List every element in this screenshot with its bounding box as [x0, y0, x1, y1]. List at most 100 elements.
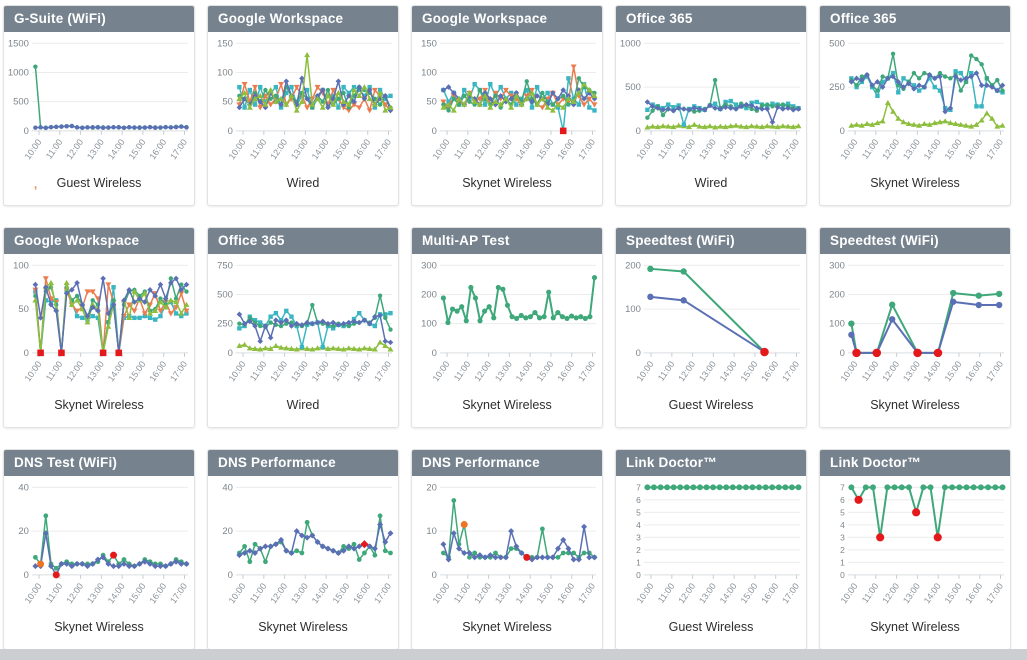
chart-panel[interactable]: Office 365 0 500 1000 10:00 11:00 12:00 13:00 1… [615, 5, 807, 206]
caption-row: Skynet Wireless [4, 398, 194, 412]
chart-panel[interactable]: DNS Performance 0 10 20 10:00 11:00 12:00 13:0… [411, 449, 603, 650]
panel-header[interactable]: Multi-AP Test [412, 228, 602, 254]
svg-text:16:00: 16:00 [351, 359, 372, 383]
svg-text:12:00: 12:00 [472, 137, 493, 161]
svg-text:0: 0 [228, 126, 233, 137]
panel-title: Google Workspace [422, 11, 548, 26]
chart-panel[interactable]: Speedtest (WiFi) 0 100 200 10:00 11:00 12:00 1… [615, 227, 807, 428]
line-chart[interactable]: 0 250 500 750 10:00 11:00 12:00 13:00 14:00 15:00… [208, 257, 398, 397]
svg-text:13:00: 13:00 [697, 359, 718, 383]
panel-header[interactable]: Link Doctor™ [820, 450, 1010, 476]
svg-text:500: 500 [625, 82, 641, 93]
svg-text:10:00: 10:00 [635, 137, 656, 161]
svg-text:13:00: 13:00 [493, 359, 514, 383]
svg-text:1000: 1000 [620, 38, 641, 49]
svg-text:17:00: 17:00 [984, 137, 1005, 161]
chart-panel[interactable]: Google Workspace 0 50 100 150 10:00 11:00 12:0… [207, 5, 399, 206]
chart-caption: Wired [694, 176, 728, 190]
line-chart[interactable]: 0 500 1000 10:00 11:00 12:00 13:00 14:00 15:00 16… [616, 35, 806, 175]
line-chart[interactable]: 0 250 500 10:00 11:00 12:00 13:00 14:00 15:00 16:… [820, 35, 1010, 175]
line-chart[interactable]: 0 100 200 300 10:00 11:00 12:00 13:00 14:00 15:00… [412, 257, 602, 397]
panel-header[interactable]: Google Workspace [208, 6, 398, 32]
svg-text:2: 2 [636, 545, 641, 555]
svg-text:13:00: 13:00 [85, 137, 106, 161]
chart-caption: Skynet Wireless [870, 176, 960, 190]
line-chart[interactable]: 0 100 200 300 10:00 11:00 12:00 13:00 14:00 15:00… [820, 257, 1010, 397]
chart-panel[interactable]: G-Suite (WiFi) 0 500 1000 1500 10:00 11:00 12:… [3, 5, 195, 206]
line-chart[interactable]: 0 20 40 10:00 11:00 12:00 13:00 14:00 15:00 16:00… [208, 479, 398, 619]
svg-text:16:00: 16:00 [147, 581, 168, 605]
panel-header[interactable]: Office 365 [208, 228, 398, 254]
svg-text:16:00: 16:00 [555, 581, 576, 605]
panel-header[interactable]: DNS Performance [412, 450, 602, 476]
svg-text:13:00: 13:00 [493, 581, 514, 605]
svg-text:12:00: 12:00 [268, 359, 289, 383]
panel-header[interactable]: Link Doctor™ [616, 450, 806, 476]
caption-row: Skynet Wireless [208, 620, 398, 634]
panel-header[interactable]: DNS Performance [208, 450, 398, 476]
svg-text:200: 200 [829, 289, 845, 300]
svg-text:17:00: 17:00 [984, 581, 1005, 605]
svg-text:11:00: 11:00 [248, 581, 269, 605]
caption-row: Skynet Wireless [4, 620, 194, 634]
svg-text:6: 6 [840, 495, 845, 505]
chart-panel[interactable]: DNS Performance 0 20 40 10:00 11:00 12:00 13:0… [207, 449, 399, 650]
caption-row: Skynet Wireless [412, 176, 602, 190]
panel-header[interactable]: Google Workspace [4, 228, 194, 254]
svg-text:0: 0 [840, 570, 845, 580]
svg-text:17:00: 17:00 [168, 581, 189, 605]
svg-text:13:00: 13:00 [289, 581, 310, 605]
panel-header[interactable]: Office 365 [820, 6, 1010, 32]
panel-header[interactable]: DNS Test (WiFi) [4, 450, 194, 476]
panel-title: Office 365 [218, 233, 285, 248]
panel-header[interactable]: Speedtest (WiFi) [820, 228, 1010, 254]
chart-panel[interactable]: DNS Test (WiFi) 0 20 40 10:00 11:00 12:00 13:0… [3, 449, 195, 650]
panel-title: Link Doctor™ [830, 455, 921, 470]
svg-text:12:00: 12:00 [64, 137, 85, 161]
panel-title: DNS Performance [422, 455, 540, 470]
svg-text:15:00: 15:00 [127, 137, 148, 161]
svg-text:12:00: 12:00 [472, 359, 493, 383]
line-chart[interactable]: 0 1 2 3 4 5 6 7 10:00 11:00 12:00 13:00 14:00 15:00 16… [820, 479, 1010, 619]
chart-caption: Guest Wireless [668, 398, 754, 412]
line-chart[interactable]: 0 50 100 10:00 11:00 12:00 13:00 14:00 15:00 16:0… [4, 257, 194, 397]
chart-panel[interactable]: Google Workspace 0 50 100 150 10:00 11:00 12:0… [411, 5, 603, 206]
panel-header[interactable]: Speedtest (WiFi) [616, 228, 806, 254]
svg-text:14:00: 14:00 [310, 581, 331, 605]
svg-text:14:00: 14:00 [514, 581, 535, 605]
line-chart[interactable]: 0 500 1000 1500 10:00 11:00 12:00 13:00 14:00 15:… [4, 35, 194, 175]
svg-text:17:00: 17:00 [576, 137, 597, 161]
chart-panel[interactable]: Office 365 0 250 500 10:00 11:00 12:00 13:00 14… [819, 5, 1011, 206]
svg-text:15:00: 15:00 [535, 581, 556, 605]
line-chart[interactable]: 0 20 40 10:00 11:00 12:00 13:00 14:00 15:00 16:00… [4, 479, 194, 619]
chart-panel[interactable]: Google Workspace 0 50 100 10:00 11:00 12:00 13… [3, 227, 195, 428]
line-chart[interactable]: 0 100 200 10:00 11:00 12:00 13:00 14:00 15:00 16:… [616, 257, 806, 397]
chart-caption: Skynet Wireless [870, 620, 960, 634]
chart-panel[interactable]: Link Doctor™ 0 1 2 3 4 5 6 7 10:00 11:00 12:00 13:0… [615, 449, 807, 650]
panel-header[interactable]: Google Workspace [412, 6, 602, 32]
chart-panel[interactable]: Speedtest (WiFi) 0 100 200 300 10:00 11:00 12:… [819, 227, 1011, 428]
panel-header[interactable]: G-Suite (WiFi) [4, 6, 194, 32]
panel-title: Google Workspace [218, 11, 344, 26]
svg-text:11:00: 11:00 [860, 581, 881, 605]
svg-text:11:00: 11:00 [44, 581, 65, 605]
svg-text:10:00: 10:00 [227, 359, 248, 383]
svg-text:300: 300 [829, 260, 845, 271]
chart-panel[interactable]: Link Doctor™ 0 1 2 3 4 5 6 7 10:00 11:00 12:00 13:0… [819, 449, 1011, 650]
svg-text:250: 250 [829, 82, 845, 93]
svg-text:7: 7 [840, 482, 845, 492]
chart-panel[interactable]: Office 365 0 250 500 750 10:00 11:00 12:00 13:0… [207, 227, 399, 428]
svg-text:15:00: 15:00 [331, 359, 352, 383]
line-chart[interactable]: 0 1 2 3 4 5 6 7 10:00 11:00 12:00 13:00 14:00 15:00 16… [616, 479, 806, 619]
chart-panel[interactable]: Multi-AP Test 0 100 200 300 10:00 11:00 12:00 1… [411, 227, 603, 428]
line-chart[interactable]: 0 10 20 10:00 11:00 12:00 13:00 14:00 15:00 16:00… [412, 479, 602, 619]
svg-text:14:00: 14:00 [922, 359, 943, 383]
svg-text:15:00: 15:00 [943, 137, 964, 161]
svg-text:16:00: 16:00 [759, 137, 780, 161]
svg-text:200: 200 [625, 260, 641, 271]
svg-text:12:00: 12:00 [268, 581, 289, 605]
svg-text:100: 100 [421, 319, 437, 330]
panel-header[interactable]: Office 365 [616, 6, 806, 32]
